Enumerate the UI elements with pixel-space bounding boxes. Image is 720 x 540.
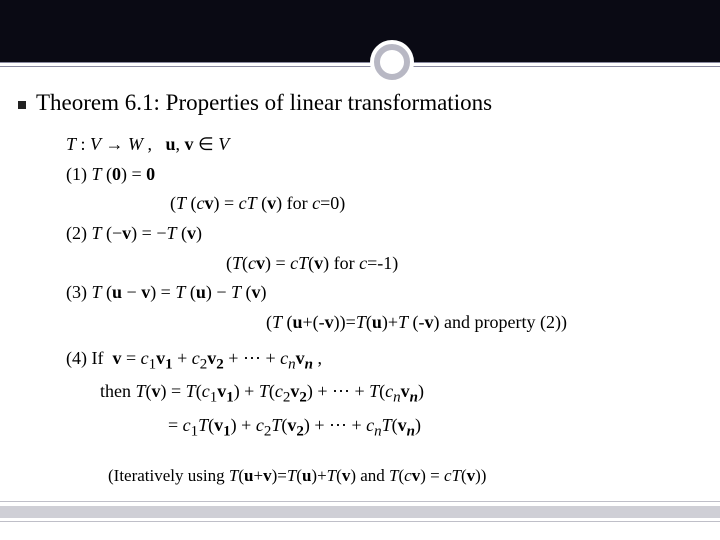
property-4-line1: (4) If v = c1v1 + c2v2 + ⋯ + cnvn , [66, 344, 702, 377]
premise-line: T : V → W , u, v ∈ V [66, 130, 702, 160]
property-1-note: (T (cv) = cT (v) for c=0) [170, 189, 702, 219]
bottom-divider-upper [0, 501, 720, 502]
motif-circle-ring [374, 44, 410, 80]
property-2-note: (T(cv) = cT(v) for c=-1) [226, 249, 702, 279]
bullet-square-icon [18, 101, 26, 109]
title-row: Theorem 6.1: Properties of linear transf… [18, 90, 702, 116]
iterative-note: (Iteratively using T(u+v)=T(u)+T(v) and … [108, 462, 702, 490]
property-4-line3: = c1T(v1) + c2T(v2) + ⋯ + cnT(vn) [168, 411, 702, 444]
content-area: Theorem 6.1: Properties of linear transf… [18, 90, 702, 490]
property-1: (1) T (0) = 0 [66, 160, 702, 190]
property-3: (3) T (u − v) = T (u) − T (v) [66, 278, 702, 308]
divider-lower [0, 66, 720, 67]
motif-circle [370, 40, 414, 84]
divider-upper [0, 62, 720, 63]
math-block: T : V → W , u, v ∈ V (1) T (0) = 0 (T (c… [66, 130, 702, 490]
property-4-line2: then T(v) = T(c1v1) + T(c2v2) + ⋯ + T(cn… [100, 377, 702, 410]
property-3-note: (T (u+(-v))=T(u)+T (-v) and property (2)… [266, 308, 702, 338]
bottom-divider-lower [0, 521, 720, 522]
property-2: (2) T (−v) = −T (v) [66, 219, 702, 249]
bottom-band [0, 506, 720, 518]
slide: Theorem 6.1: Properties of linear transf… [0, 0, 720, 540]
theorem-title: Theorem 6.1: Properties of linear transf… [36, 90, 492, 116]
top-band [0, 0, 720, 62]
